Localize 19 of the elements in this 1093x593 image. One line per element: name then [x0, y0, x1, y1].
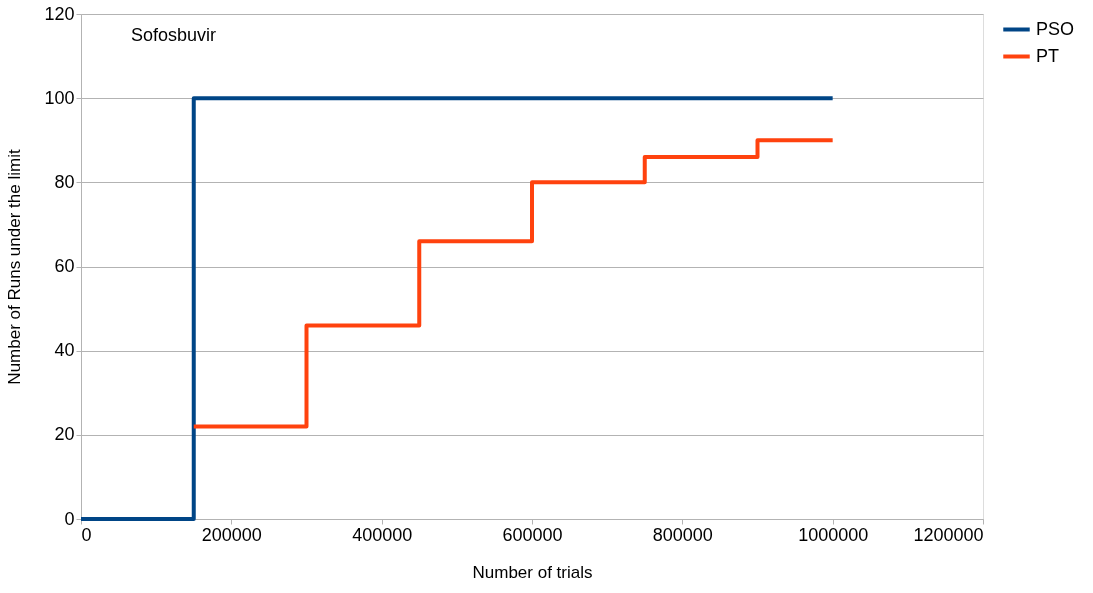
legend-label: PSO: [1036, 18, 1075, 39]
y-tick-label: 120: [44, 3, 75, 24]
x-axis-title: Number of trials: [472, 562, 593, 582]
x-tick-label: 800000: [652, 524, 713, 545]
annotation: Sofosbuvir: [131, 25, 217, 45]
y-tick-label: 0: [64, 508, 75, 529]
y-axis-title: Number of Runs under the limit: [5, 149, 25, 385]
y-tick-label: 20: [54, 424, 75, 445]
x-tick-label: 1000000: [798, 524, 869, 545]
x-tick-label: 200000: [201, 524, 262, 545]
y-tick-label: 80: [54, 171, 75, 192]
y-tick-label: 40: [54, 340, 75, 361]
x-tick-label: 1200000: [913, 524, 984, 545]
y-tick-label: 100: [44, 87, 75, 108]
legend-label: PT: [1036, 45, 1060, 66]
x-tick-label: 600000: [502, 524, 563, 545]
x-tick-label: 0: [81, 524, 92, 545]
y-tick-label: 60: [54, 256, 75, 276]
x-tick-label: 400000: [352, 524, 413, 545]
